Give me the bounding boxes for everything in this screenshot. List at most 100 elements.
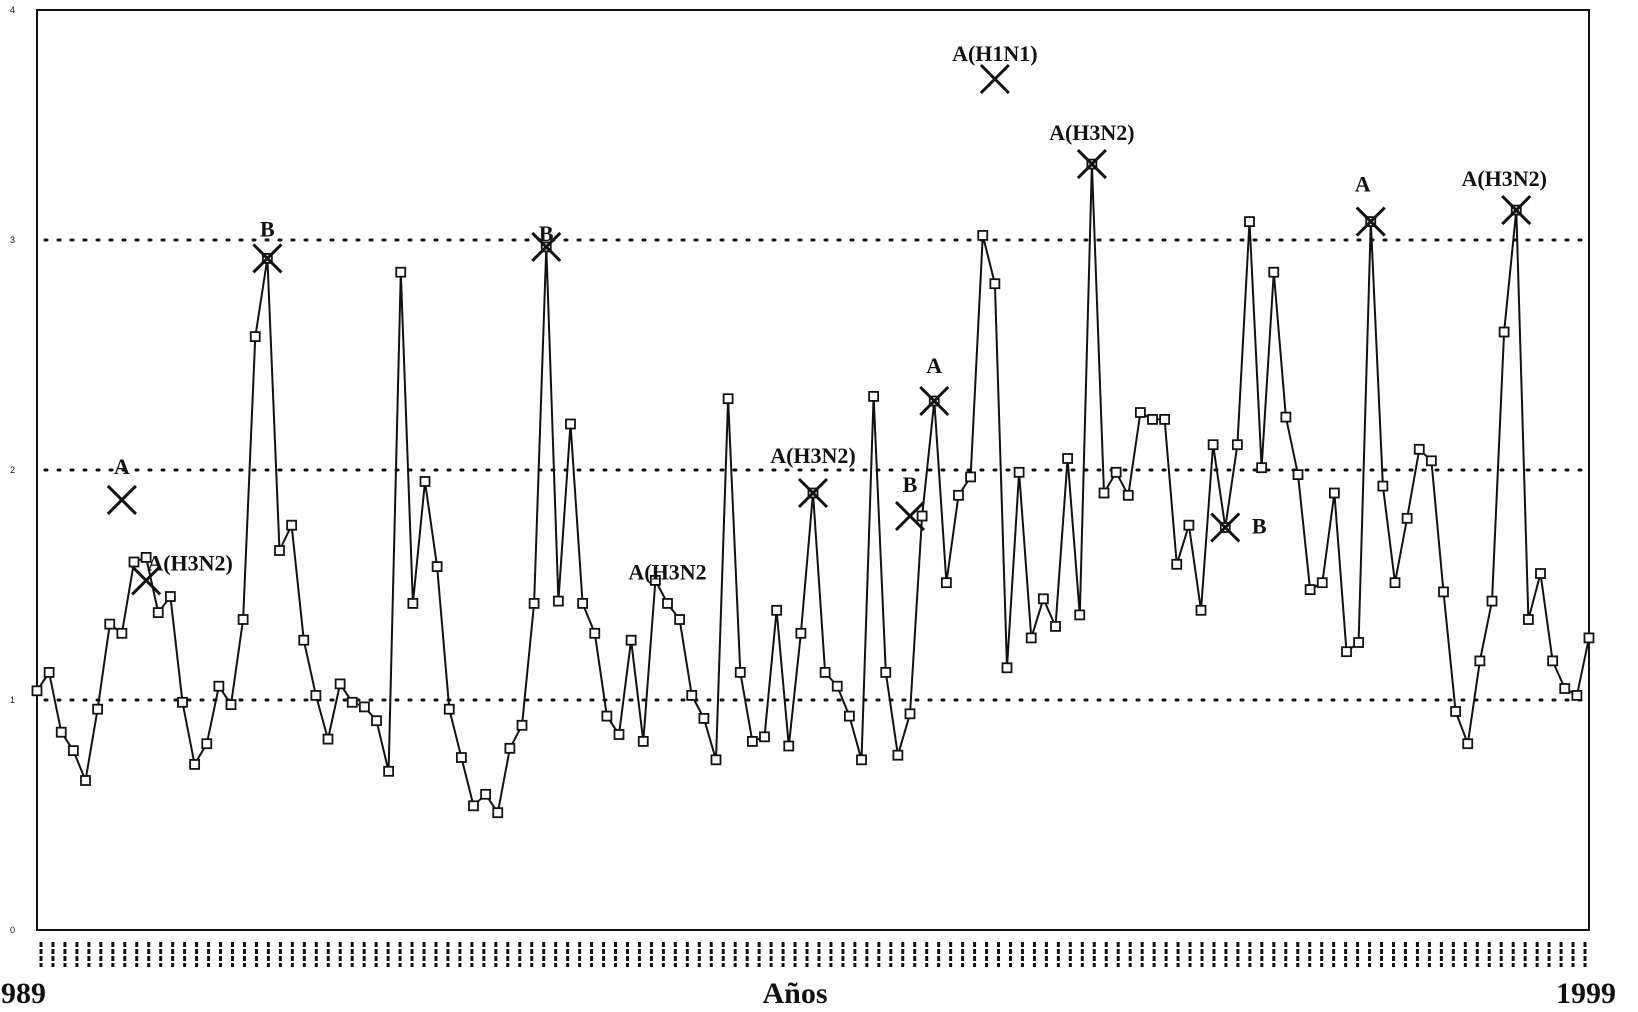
data-point [516,719,528,731]
data-point [189,759,201,770]
peak-x-marker [919,385,950,417]
data-point [1001,662,1013,674]
peak-x-marker [531,231,562,262]
data-point [334,678,346,690]
annotation-label: B [1252,514,1267,539]
data-point [686,690,698,701]
annotation-label: B [539,221,554,246]
data-point [1438,586,1449,598]
x-axis-title: Años [762,977,827,1010]
data-point [1171,558,1183,570]
data-point [892,749,904,761]
peak-x-marker [1501,195,1532,226]
data-point [419,476,431,487]
data-point [1268,266,1280,278]
data-point [819,667,831,678]
y-tick-label: 2 [10,465,15,475]
data-point [492,807,504,819]
data-point [565,418,576,430]
data-point [1122,489,1134,501]
plot-frame [36,9,1590,931]
annotation-label: A(H3N2) [1049,120,1135,145]
peak-x-marker [797,477,829,509]
data-point [455,752,467,763]
data-point [237,614,249,625]
data-point [1316,577,1328,589]
data-point [1256,462,1268,474]
data-point [1025,632,1037,644]
data-point [1110,466,1122,478]
data-point [1328,487,1340,499]
peak-x-marker [131,565,162,596]
data-point [128,556,140,568]
data-point [940,577,952,589]
data-point [953,489,964,501]
data-point [286,519,298,531]
data-point [1280,411,1292,423]
data-point [783,740,795,752]
data-point [140,552,152,563]
peak-x-marker [1355,206,1386,237]
data-point [722,393,734,405]
data-point [1474,655,1486,667]
data-point [1013,466,1025,478]
data-point [1134,407,1146,418]
data-point [310,690,322,701]
data-point [1535,568,1546,579]
annotation-label: B [260,216,275,241]
data-point [80,775,91,786]
data-point [201,738,213,750]
data-point [649,575,661,586]
annotation-label: A [1355,172,1371,197]
data-point [274,545,285,556]
data-point [383,765,395,777]
data-point [55,726,67,738]
data-point [1050,621,1061,632]
data-point [1583,632,1595,644]
data-point [104,618,116,630]
data-point [601,710,613,722]
data-point [674,614,686,625]
data-point [1498,326,1510,338]
data-point [504,742,516,754]
data-point [880,667,892,678]
data-point [589,627,601,639]
data-point [771,604,783,616]
data-point [831,680,843,692]
data-point [1037,593,1049,605]
data-point [1195,604,1207,616]
data-point [177,696,188,708]
data-point [407,598,419,609]
data-point [698,713,710,724]
data-point [528,598,540,609]
data-point [625,634,637,646]
data-point [443,703,455,715]
data-point [1074,609,1086,621]
data-point [1304,584,1316,595]
peak-x-marker [106,484,137,515]
data-point [1377,480,1389,492]
data-point [298,634,310,646]
data-point [1159,413,1171,425]
data-point [843,710,855,722]
data-point [1522,614,1534,625]
y-tick-label: 3 [10,235,15,245]
data-point [1450,706,1462,717]
y-tick-label: 0 [10,925,15,935]
x-end-label: 1999 [1556,977,1616,1010]
peak-x-marker [894,500,926,532]
data-point [552,595,564,607]
data-point [1571,690,1583,701]
data-point [734,667,746,678]
data-point [1183,519,1195,531]
annotation-label: A(H3N2 [628,559,706,584]
data-point [1098,487,1110,499]
data-point [904,708,916,720]
data-point [759,731,770,743]
data-point [213,680,225,692]
peak-markers [106,63,1532,596]
data-point [1207,439,1219,451]
data-points [31,158,1595,819]
data-point [358,701,370,713]
data-point [346,696,358,708]
